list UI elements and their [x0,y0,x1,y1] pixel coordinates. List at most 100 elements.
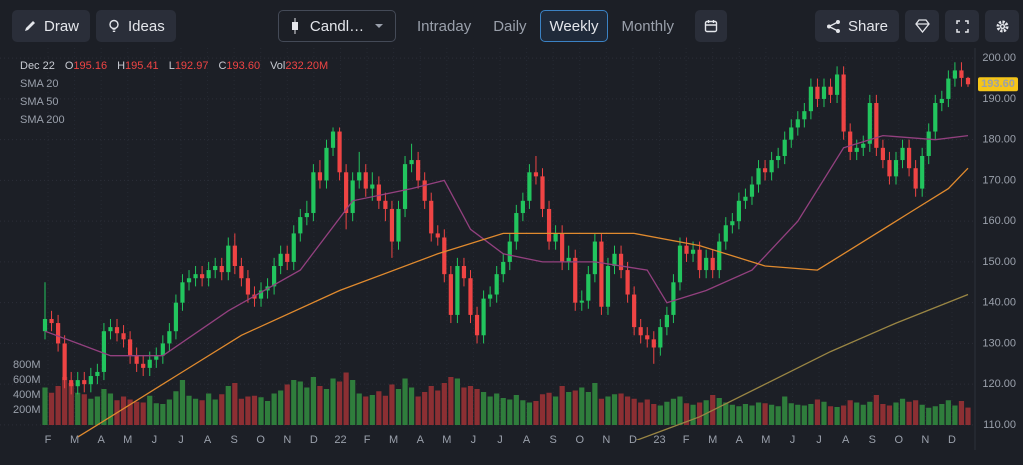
candle-body [612,253,617,267]
volume-bar [507,399,513,425]
candle-body [337,131,342,173]
volume-bar [775,406,781,425]
volume-bar [310,377,316,425]
candle-body [488,294,493,299]
interval-button[interactable]: Weekly [539,10,609,42]
volume-bar [906,401,912,425]
volume-bar [356,393,362,425]
candle-body [848,131,853,152]
chart-type-select[interactable]: Candl… [278,10,396,42]
draw-button[interactable]: Draw [12,10,91,42]
last-price-tag [978,77,1018,92]
x-tick-label: N [602,434,610,446]
volume-bar [245,396,251,425]
volume-tick-label: 800M [13,359,41,371]
candle-body [239,266,244,279]
volume-bar [480,392,487,425]
legend-text: 195.41 [125,60,159,72]
volume-bar [782,396,788,425]
candle-body [232,245,237,267]
sma-line [77,167,969,438]
interval-button[interactable]: Intraday [417,17,472,35]
volume-bar [160,404,166,425]
candle-body [560,233,565,262]
ideas-button[interactable]: Ideas [96,10,176,42]
candle-body [389,208,395,242]
volume-bar [435,390,441,425]
volume-bar [81,394,87,425]
volume-bar [232,383,238,425]
candle-body [402,164,408,209]
candle-body [658,327,663,348]
volume-bar [697,402,703,425]
candle-body [193,274,198,279]
x-tick-label: A [523,434,531,446]
volume-bar [376,391,382,425]
candle-body [540,176,545,209]
x-tick-label: O [895,434,904,446]
candle-body [474,314,480,336]
candle-body [42,318,48,332]
candle-body [82,380,87,385]
candle-body [913,168,918,189]
volume-bar [559,386,565,425]
candle-body [599,241,604,307]
candle-body [952,70,958,79]
fullscreen-button[interactable] [945,10,979,42]
candle-body [520,200,525,214]
candle-body [180,282,185,303]
candle-body [62,343,67,381]
volume-bar [834,407,840,425]
settings-button[interactable] [985,10,1019,42]
candle-body [501,261,506,275]
volume-bar [120,396,127,425]
candle-body [507,241,512,262]
volume-bar [801,405,807,425]
candle-body [154,355,159,360]
candle-body [776,155,781,161]
chart-type-label: Candl… [309,17,365,35]
candle-body [926,131,931,156]
interval-button[interactable]: Monthly [621,17,674,35]
legend-text: 232.20M [285,60,328,72]
x-tick-label: M [389,434,398,446]
premium-button[interactable] [905,10,939,42]
candle-body [821,86,827,99]
volume-bar [350,380,356,425]
candle-body [717,241,722,271]
calendar-button[interactable] [694,10,727,42]
candle-body [920,155,925,189]
candle-body [88,376,93,385]
share-button[interactable]: Share [815,10,899,42]
volume-bar [932,406,938,425]
interval-button[interactable]: Daily [493,17,527,35]
volume-bar [474,389,480,425]
candle-body [272,266,277,287]
candle-body [481,298,486,336]
candle-body [527,172,532,201]
volume-bar [101,389,107,425]
volume-bar [533,401,539,425]
volume-bar [206,393,212,425]
volume-bar [945,400,951,425]
volume-bar [271,393,277,425]
legend-entry: SMA 20 [20,78,59,90]
candle-body [494,274,499,295]
volume-bar [461,387,467,425]
volume-bar [827,406,834,425]
candle-body [965,77,971,85]
volume-bar [769,404,775,425]
volume-bar [703,400,709,425]
volume-bar [814,399,821,425]
candle-body [206,270,211,279]
candle-body [605,266,611,307]
volume-bar [179,380,186,425]
candle-body [834,74,840,95]
volume-bar [808,404,814,425]
x-tick-label: J [152,434,158,446]
candle-body [258,290,264,299]
y-tick-label: 140.00 [982,297,1016,309]
candle-body [893,160,899,177]
volume-bar [330,378,336,425]
